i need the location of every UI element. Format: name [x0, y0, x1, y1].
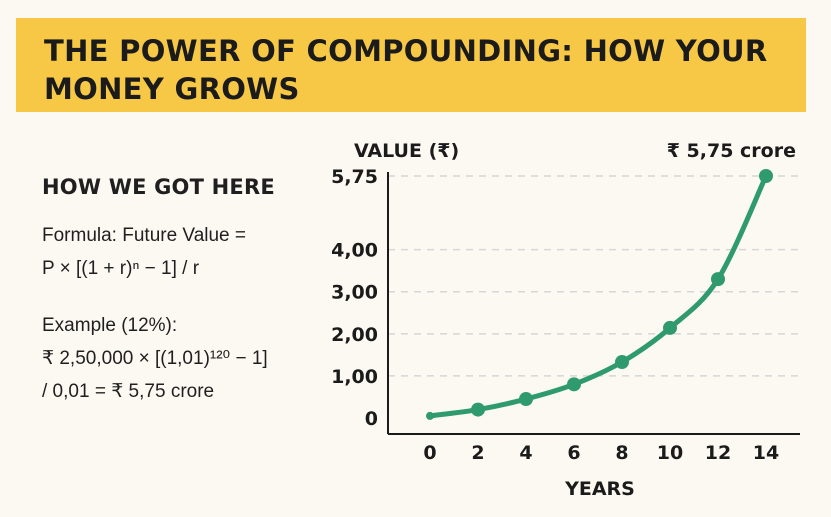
data-point: [711, 272, 725, 287]
formula-line-1: Formula: Future Value =: [42, 225, 246, 246]
grid-lines: [388, 175, 800, 377]
y-tick-label: 0: [365, 408, 378, 430]
data-point: [663, 320, 677, 335]
x-tick-label: 6: [567, 442, 580, 464]
x-tick-labels: 0 2 4 6 8 10 12 14: [423, 442, 779, 464]
y-tick-label: 5,75: [331, 166, 378, 188]
explanation-heading: HOW WE GOT HERE: [42, 175, 275, 199]
data-point: [426, 411, 434, 420]
data-point: [519, 392, 533, 407]
y-tick-label: 1,00: [331, 366, 378, 388]
series-line: [427, 173, 769, 419]
x-tick-label: 4: [519, 442, 532, 464]
page-title: THE POWER OF COMPOUNDING: HOW YOUR MONEY…: [44, 34, 768, 106]
data-point: [615, 355, 629, 370]
y-tick-label: 3,00: [331, 282, 378, 304]
example-line-2: ₹ 2,50,000 × [(1,01)¹²⁰ − 1]: [42, 348, 268, 369]
formula-line-2: P × [(1 + r)ⁿ − 1] / r: [42, 258, 200, 279]
x-tick-label: 2: [471, 442, 484, 464]
data-point: [759, 169, 773, 183]
x-tick-label: 12: [705, 442, 731, 464]
x-tick-label: 14: [753, 442, 779, 464]
explanation-panel: HOW WE GOT HERE Formula: Future Value = …: [42, 175, 342, 408]
example-line-3: / 0,01 = ₹ 5,75 crore: [42, 381, 215, 402]
final-value-annotation: ₹ 5,75 crore: [667, 140, 796, 162]
y-tick-label: 2,00: [331, 324, 378, 346]
x-tick-label: 10: [657, 442, 683, 464]
y-tick-label: 4,00: [331, 240, 378, 262]
data-points: [426, 169, 773, 420]
title-banner: THE POWER OF COMPOUNDING: HOW YOUR MONEY…: [16, 18, 806, 112]
y-axis-title: VALUE (₹): [354, 140, 459, 162]
example-block: Example (12%): ₹ 2,50,000 × [(1,01)¹²⁰ −…: [42, 309, 342, 408]
x-tick-label: 0: [423, 442, 436, 464]
formula-block: Formula: Future Value = P × [(1 + r)ⁿ − …: [42, 219, 342, 285]
data-point: [567, 377, 581, 392]
x-axis-title: YEARS: [564, 478, 635, 500]
x-tick-label: 8: [615, 442, 628, 464]
y-tick-labels: 0 1,00 2,00 3,00 4,00 5,75: [331, 166, 378, 430]
data-point: [471, 402, 485, 417]
example-line-1: Example (12%):: [42, 315, 178, 336]
